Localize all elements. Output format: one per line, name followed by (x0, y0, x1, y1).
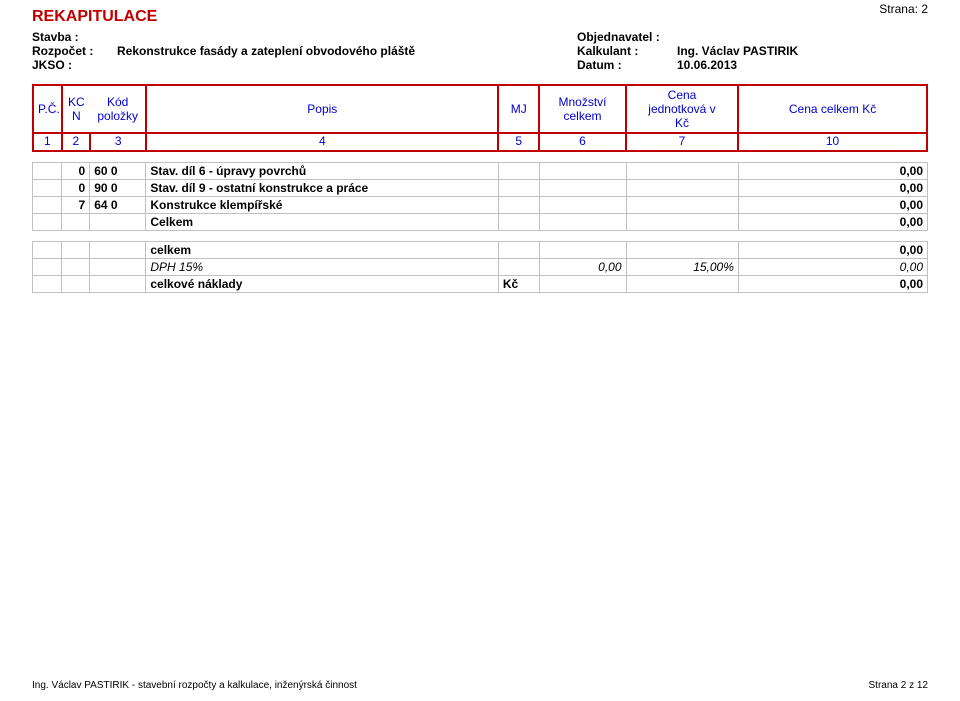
cell (61, 276, 90, 293)
cell (90, 242, 146, 259)
cell (33, 242, 62, 259)
col-mj: MJ (498, 85, 539, 133)
hdr-label: Stavba : (32, 30, 117, 44)
hdr-value: Ing. Václav PASTIRIK (677, 44, 798, 58)
cell (498, 242, 539, 259)
page-title: REKAPITULACE (32, 8, 928, 26)
cell: Celkem (146, 214, 498, 231)
columns-header-table: P.Č.KC NKód položkyPopisMJMnožství celke… (32, 84, 928, 152)
cell (90, 259, 146, 276)
cell (626, 242, 738, 259)
table-row: 090 0Stav. díl 9 - ostatní konstrukce a … (33, 180, 928, 197)
table-row: celkové nákladyKč 0,00 (33, 276, 928, 293)
cell (498, 259, 539, 276)
hdr-value (117, 58, 577, 72)
cell (33, 214, 62, 231)
data-table: 060 0Stav. díl 6 - úpravy povrchů0,00090… (32, 162, 928, 231)
cell (626, 214, 738, 231)
cell (498, 180, 539, 197)
cell: 0 (61, 180, 90, 197)
cell: 15,00% (626, 259, 738, 276)
hdr-label: Datum : (577, 58, 677, 72)
cell: Kč (498, 276, 539, 293)
table-row: 764 0Konstrukce klempířské 0,00 (33, 197, 928, 214)
col-num: 3 (90, 133, 146, 151)
cell (498, 214, 539, 231)
col-cenaj: Cena jednotková v Kč (626, 85, 738, 133)
cell: 7 (61, 197, 90, 214)
cell: 90 0 (90, 180, 146, 197)
cell (90, 276, 146, 293)
cell (33, 163, 62, 180)
hdr-label: Rozpočet : (32, 44, 117, 58)
hdr-value (117, 30, 577, 44)
col-cenac: Cena celkem Kč (738, 85, 927, 133)
cell: 64 0 (90, 197, 146, 214)
cell (33, 197, 62, 214)
col-num: 2 (62, 133, 91, 151)
cell: 0,00 (738, 276, 927, 293)
col-num: 4 (146, 133, 498, 151)
page-number: Strana: 2 (879, 2, 928, 16)
page-footer: Ing. Václav PASTIRIK - stavební rozpočty… (32, 680, 928, 691)
cell: Stav. díl 9 - ostatní konstrukce a práce (146, 180, 498, 197)
cell: Stav. díl 6 - úpravy povrchů (146, 163, 498, 180)
cell: 0,00 (738, 163, 927, 180)
cell (539, 180, 626, 197)
cell: celkové náklady (146, 276, 498, 293)
cell (539, 214, 626, 231)
hdr-label: Objednavatel : (577, 30, 677, 44)
table-row: Celkem 0,00 (33, 214, 928, 231)
col-num: 7 (626, 133, 738, 151)
col-num: 5 (498, 133, 539, 151)
cell: 0,00 (738, 214, 927, 231)
hdr-label: Kalkulant : (577, 44, 677, 58)
cell: celkem (146, 242, 498, 259)
cell (61, 259, 90, 276)
cell (626, 276, 738, 293)
cell (539, 163, 626, 180)
cell (539, 276, 626, 293)
cell (626, 180, 738, 197)
table-row: celkem 0,00 (33, 242, 928, 259)
cell (33, 259, 62, 276)
cell: DPH 15% (146, 259, 498, 276)
hdr-value: Rekonstrukce fasády a zateplení obvodové… (117, 44, 577, 58)
cell (90, 214, 146, 231)
col-kcn: KC N (62, 85, 91, 133)
cell: 0,00 (738, 197, 927, 214)
col-kod: Kód položky (90, 85, 146, 133)
cell: 0,00 (738, 259, 927, 276)
cell: Konstrukce klempířské (146, 197, 498, 214)
col-num: 1 (33, 133, 62, 151)
cell: 0,00 (738, 242, 927, 259)
table-row: DPH 15% 0,0015,00%0,00 (33, 259, 928, 276)
cell (33, 276, 62, 293)
cell (61, 214, 90, 231)
cell: 0,00 (539, 259, 626, 276)
cell (539, 197, 626, 214)
col-num: 6 (539, 133, 626, 151)
cell (498, 197, 539, 214)
footer-left: Ing. Václav PASTIRIK - stavební rozpočty… (32, 680, 357, 691)
cell: 0 (61, 163, 90, 180)
doc-header: Stavba : Objednavatel : Rozpočet :Rekonstr… (32, 30, 928, 72)
col-pc: P.Č. (33, 85, 62, 133)
cell (539, 242, 626, 259)
footer-right: Strana 2 z 12 (869, 680, 928, 691)
col-mnoz: Množství celkem (539, 85, 626, 133)
hdr-label: JKSO : (32, 58, 117, 72)
hdr-value: 10.06.2013 (677, 58, 737, 72)
summary-table: celkem0,00DPH 15%0,0015,00%0,00celkové n… (32, 241, 928, 293)
cell (626, 163, 738, 180)
col-num: 10 (738, 133, 927, 151)
cell (61, 242, 90, 259)
cell: 60 0 (90, 163, 146, 180)
cell (626, 197, 738, 214)
cell (498, 163, 539, 180)
cell: 0,00 (738, 180, 927, 197)
table-row: 060 0Stav. díl 6 - úpravy povrchů 0,00 (33, 163, 928, 180)
cell (33, 180, 62, 197)
col-popis: Popis (146, 85, 498, 133)
